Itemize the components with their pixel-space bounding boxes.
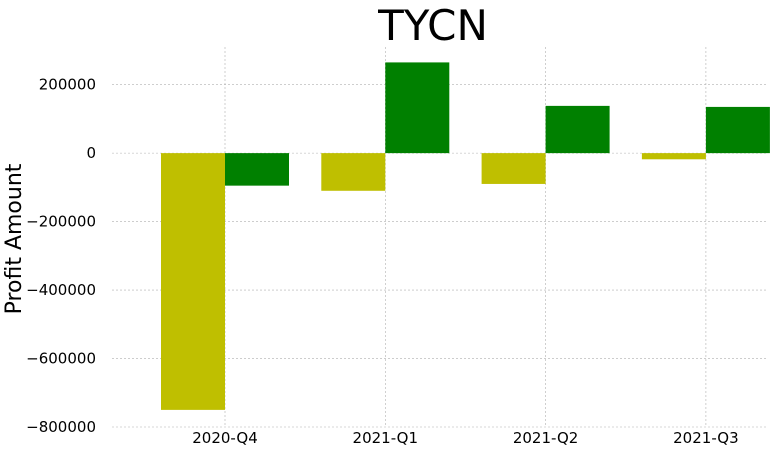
y-tick-label: 0	[86, 144, 96, 162]
x-tick-labels: 2020-Q4 2021-Q1 2021-Q2 2021-Q3	[192, 429, 738, 447]
y-tick-label: −200000	[26, 213, 96, 231]
bar-series-1	[481, 153, 546, 184]
bar-series-2	[545, 105, 610, 154]
x-tick-label: 2021-Q3	[673, 429, 739, 447]
bar-series-1	[161, 153, 225, 410]
y-tick-label: 200000	[39, 76, 96, 94]
bar-series-2	[705, 106, 770, 154]
x-tick-label: 2020-Q4	[192, 429, 258, 447]
bar-series-1	[641, 153, 706, 160]
y-tick-label: −600000	[26, 350, 96, 368]
bars	[161, 62, 770, 410]
x-tick-label: 2021-Q1	[353, 429, 419, 447]
bar-series-2	[385, 62, 450, 154]
y-tick-labels: −800000 −600000 −400000 −200000 0 200000	[26, 76, 96, 436]
x-tick-label: 2021-Q2	[513, 429, 579, 447]
y-axis-label: Profit Amount	[2, 163, 27, 314]
y-tick-label: −800000	[26, 418, 96, 436]
bar-series-2	[225, 153, 289, 186]
bar-series-1	[321, 153, 386, 191]
y-tick-label: −400000	[26, 281, 96, 299]
chart-title: TYCN	[377, 1, 488, 50]
